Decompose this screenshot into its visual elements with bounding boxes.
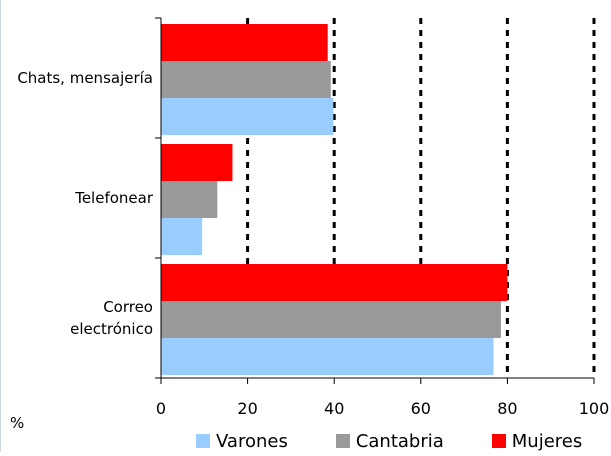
unit-label: % bbox=[10, 414, 24, 432]
bar-mujeres-1 bbox=[161, 144, 233, 181]
bar-cantabria-2 bbox=[161, 301, 501, 338]
category-label-2-line-0: Correo bbox=[103, 298, 153, 316]
x-tick-label-0: 0 bbox=[156, 399, 166, 418]
bar-varones-0 bbox=[161, 98, 334, 135]
legend-swatch-mujeres bbox=[491, 434, 506, 448]
legend-item-mujeres: Mujeres bbox=[491, 430, 583, 452]
frame-edge bbox=[0, 0, 1, 452]
legend-item-varones: Varones bbox=[196, 431, 288, 452]
bar-mujeres-2 bbox=[161, 264, 508, 301]
legend-item-cantabria: Cantabria bbox=[335, 430, 444, 452]
category-label-1: Telefonear bbox=[74, 189, 154, 207]
legend-label-cantabria: Cantabria bbox=[355, 430, 444, 452]
legend-label-mujeres: Mujeres bbox=[511, 430, 583, 452]
category-label-0: Chats, mensajería bbox=[17, 69, 153, 87]
legend-label-varones: Varones bbox=[216, 430, 288, 452]
x-tick-label-4: 80 bbox=[497, 399, 517, 418]
bar-varones-1 bbox=[161, 218, 203, 255]
legend: Varones Cantabria Mujeres bbox=[196, 430, 582, 452]
legend-swatch-varones bbox=[196, 434, 210, 448]
x-tick-label-2: 40 bbox=[324, 399, 344, 418]
legend-swatch-cantabria bbox=[335, 434, 350, 448]
x-tick-label-1: 20 bbox=[237, 399, 257, 418]
x-tick-label-5: 100 bbox=[579, 399, 610, 418]
category-label-2-line-1: electrónico bbox=[70, 320, 153, 338]
bar-cantabria-1 bbox=[161, 181, 218, 218]
x-tick-label-3: 60 bbox=[411, 399, 431, 418]
bar-mujeres-0 bbox=[161, 24, 328, 61]
bar-cantabria-0 bbox=[161, 61, 331, 98]
bar-varones-2 bbox=[161, 338, 494, 375]
